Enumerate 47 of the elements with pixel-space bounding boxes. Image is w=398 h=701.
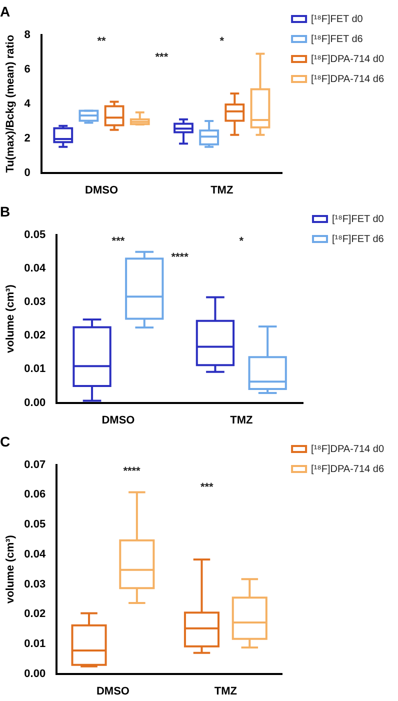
x-tick-label: TMZ — [214, 685, 238, 698]
y-tick-label: 0.01 — [24, 363, 46, 376]
legend-label: [¹⁸F]DPA-714 d6 — [311, 464, 384, 475]
y-tick-label: 0.07 — [24, 458, 46, 471]
legend-label: [¹⁸F]FET d6 — [332, 234, 384, 245]
annotation: ** — [97, 35, 106, 48]
annotation: *** — [112, 235, 126, 248]
legend-label: [¹⁸F]DPA-714 d0 — [311, 54, 384, 65]
x-tick-label: DMSO — [96, 685, 130, 698]
y-tick-label: 8 — [24, 28, 30, 41]
legend-label: [¹⁸F]FET d0 — [311, 14, 364, 25]
y-tick-label: 0.04 — [24, 548, 46, 560]
legend-label: [¹⁸F]DPA-714 d0 — [311, 444, 384, 455]
legend-label: [¹⁸F]FET d0 — [332, 214, 384, 225]
chart-title: C — [0, 433, 10, 450]
y-tick-label: 0.00 — [24, 668, 46, 680]
legend-label: [¹⁸F]DPA-714 d6 — [311, 74, 384, 85]
y-axis-title: volume (cm³) — [4, 534, 17, 604]
x-tick-label: TMZ — [210, 184, 234, 196]
annotation: **** — [123, 465, 142, 478]
chart-title: A — [0, 3, 10, 20]
y-tick-label: 0.01 — [24, 638, 46, 650]
y-axis-title: Tu(max)/Bckg (mean) ratio — [4, 34, 17, 173]
y-tick-label: 0 — [24, 166, 30, 179]
annotation: *** — [155, 51, 169, 64]
x-tick-label: DMSO — [85, 184, 118, 196]
chart-title: B — [0, 203, 10, 220]
y-tick-label: 0.05 — [24, 518, 46, 531]
y-tick-label: 0.06 — [24, 488, 46, 501]
legend-label: [¹⁸F]FET d6 — [311, 34, 364, 45]
y-tick-label: 0.03 — [24, 578, 46, 590]
y-tick-label: 4 — [24, 98, 32, 110]
y-tick-label: 0.04 — [24, 262, 46, 274]
y-tick-label: 0.02 — [24, 330, 46, 342]
annotation: * — [220, 35, 225, 48]
y-axis-title: volume (cm³) — [4, 284, 17, 354]
annotation: * — [239, 235, 244, 248]
y-tick-label: 0.03 — [24, 296, 46, 308]
y-tick-label: 0.00 — [24, 396, 46, 409]
y-tick-label: 6 — [24, 63, 30, 76]
y-tick-label: 0.02 — [24, 608, 46, 620]
y-tick-label: 0.05 — [24, 228, 46, 241]
x-tick-label: TMZ — [230, 414, 253, 426]
annotation: *** — [200, 481, 214, 494]
y-tick-label: 2 — [24, 132, 30, 144]
x-tick-label: DMSO — [102, 414, 136, 426]
annotation: **** — [171, 251, 190, 264]
